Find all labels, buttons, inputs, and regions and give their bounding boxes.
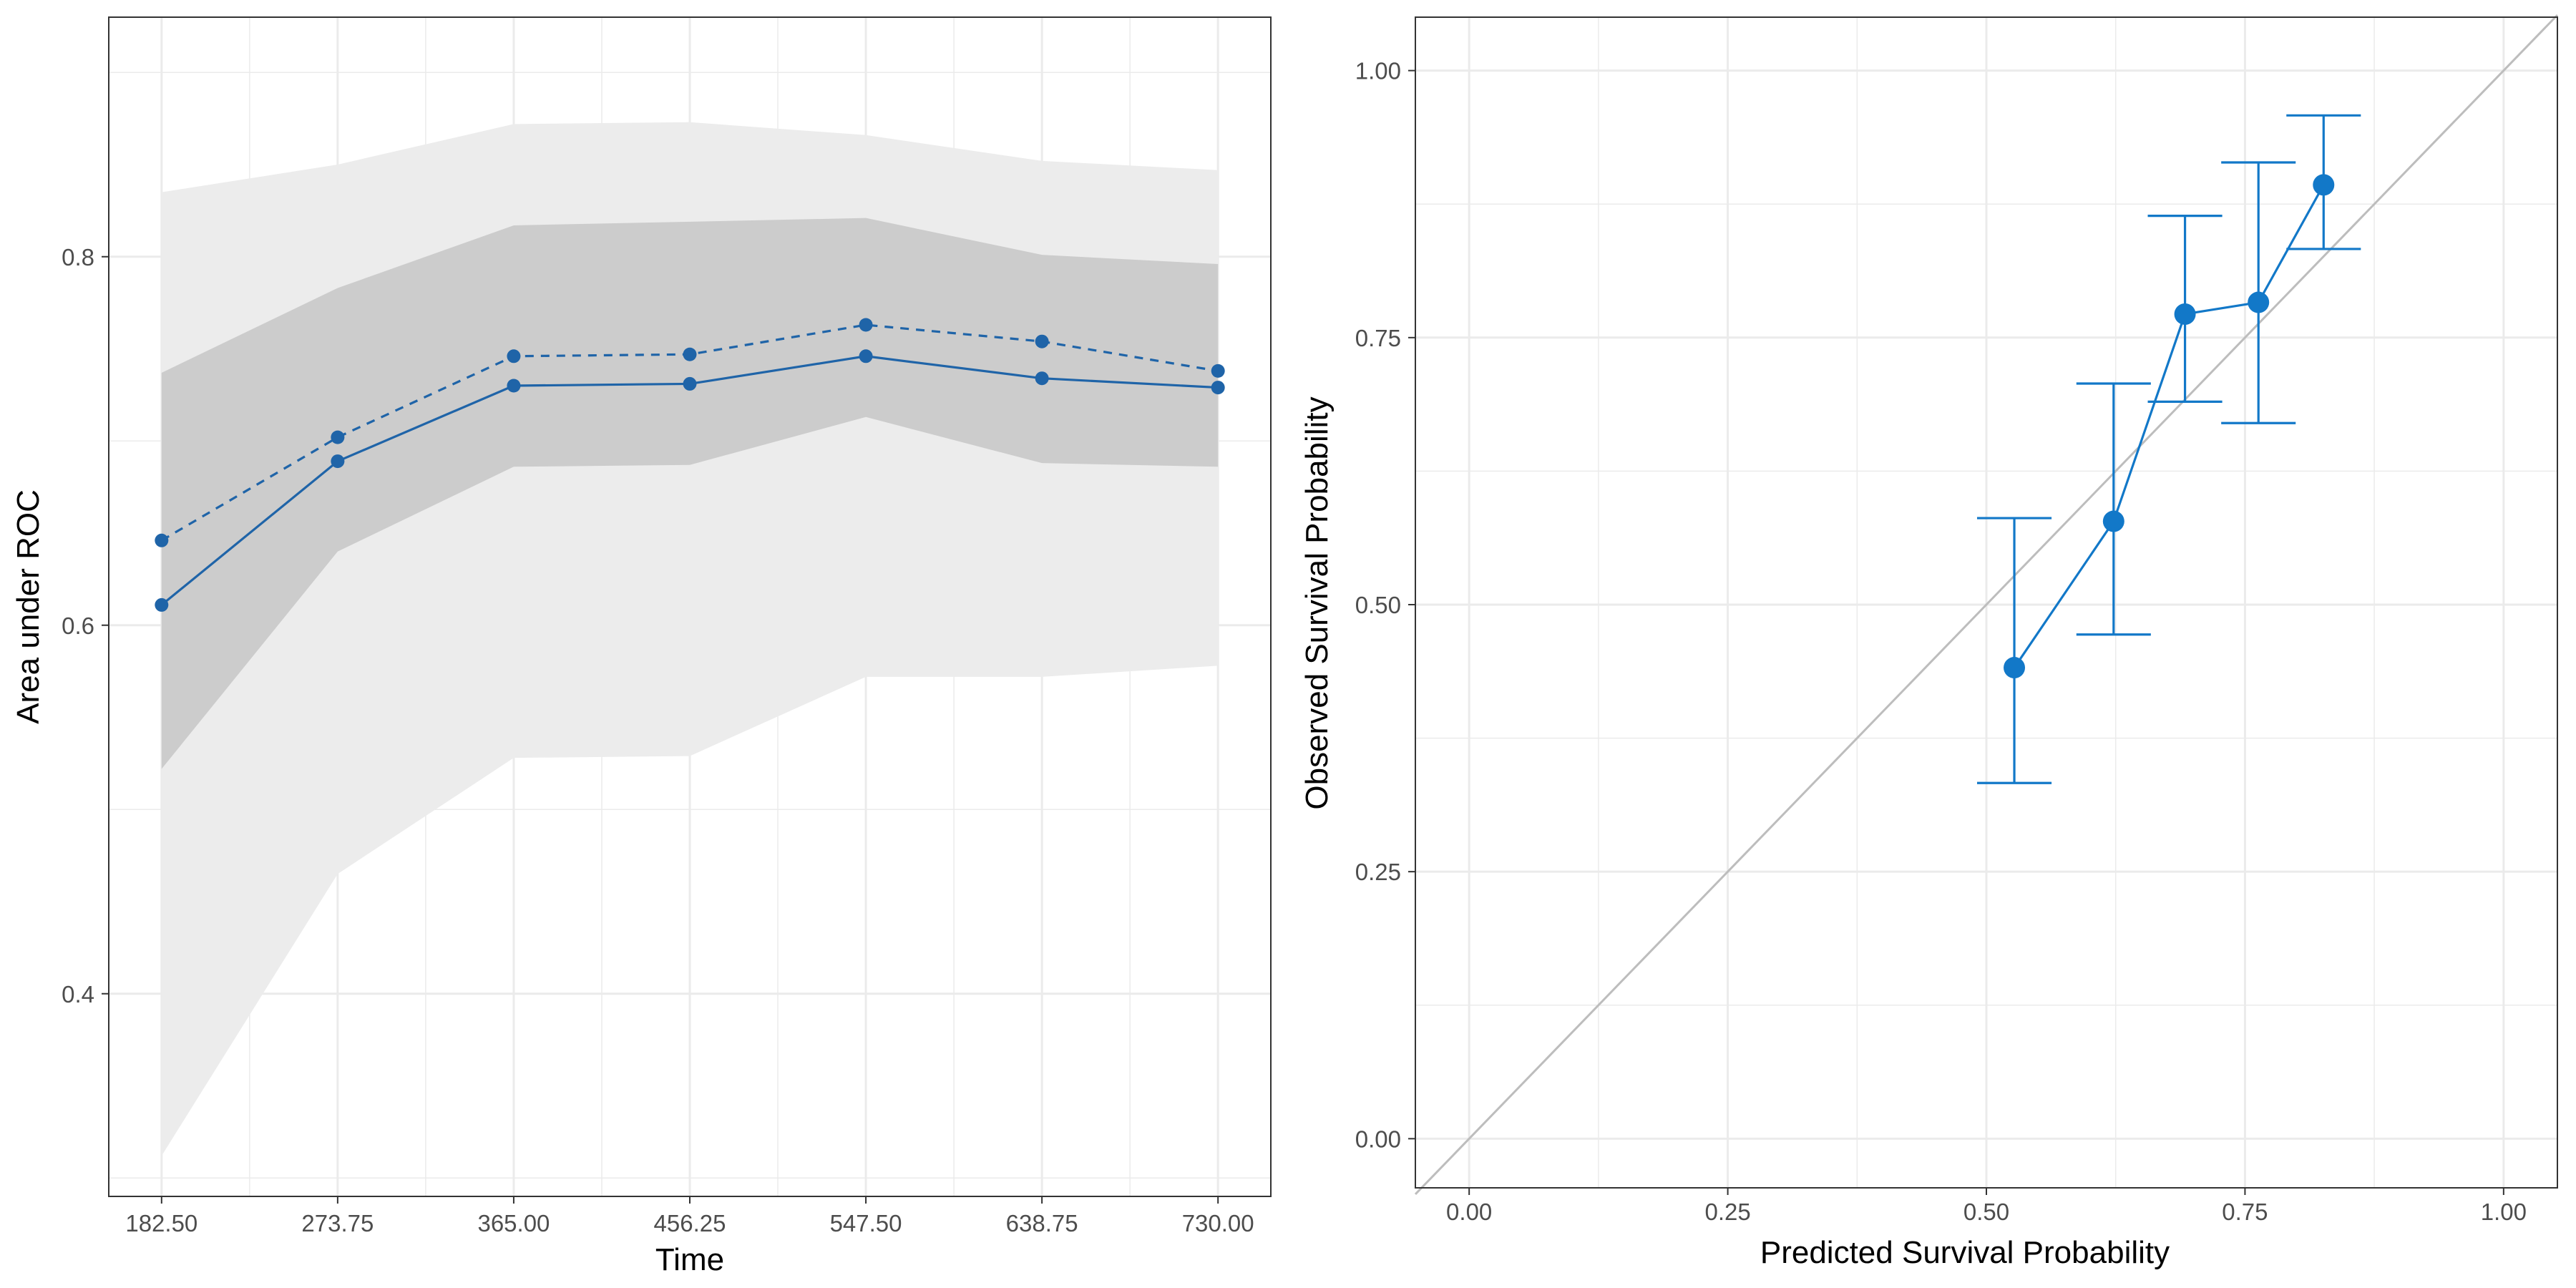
auc-bands — [161, 122, 1219, 1156]
calibration-x-tick-label: 1.00 — [2481, 1199, 2527, 1225]
calibration-grid — [1415, 17, 2557, 1188]
auc-point-dashed — [1211, 364, 1225, 378]
auc-point-solid — [155, 597, 169, 612]
auc-point-dashed — [1035, 334, 1049, 348]
calibration-point — [2174, 303, 2196, 325]
calibration-x-tick-label: 0.25 — [1704, 1199, 1750, 1225]
auc-point-solid — [507, 379, 521, 393]
auc-y-axis-title: Area under ROC — [11, 489, 46, 724]
auc-point-solid — [1035, 371, 1049, 386]
auc-x-tick-label: 182.50 — [125, 1210, 197, 1236]
calibration-point — [2004, 657, 2026, 679]
auc-y-tick-label: 0.8 — [62, 244, 94, 270]
calibration-y-tick-label: 0.25 — [1355, 859, 1401, 885]
calibration-y-axis-title: Observed Survival Probability — [1299, 396, 1335, 809]
auc-point-solid — [683, 376, 697, 391]
calibration-y-tick-label: 0.50 — [1355, 592, 1401, 618]
calibration-error-bar — [2076, 382, 2151, 636]
calibration-axis: 0.00 0.25 0.50 0.75 1.00 0.00 0.25 0.50 0.75 1.00 — [1355, 58, 2527, 1225]
auc-inner-band — [161, 218, 1219, 769]
calibration-series — [1976, 114, 2361, 784]
auc-point-dashed — [331, 430, 345, 444]
auc-series — [155, 318, 1225, 612]
calibration-point — [2248, 291, 2270, 313]
auc-x-tick-label: 547.50 — [830, 1210, 902, 1236]
calibration-error-bar — [1976, 517, 2052, 784]
auc-panel: 182.50 273.75 365.00 456.25 547.50 638.75 730.… — [11, 16, 1272, 1277]
calibration-point — [2102, 510, 2124, 532]
calibration-y-tick-label: 0.75 — [1355, 325, 1401, 351]
calibration-point — [2313, 174, 2335, 196]
auc-x-tick-label: 730.00 — [1182, 1210, 1254, 1236]
auc-point-dashed — [683, 347, 697, 361]
auc-x-axis-title: Time — [655, 1242, 724, 1277]
auc-point-dashed — [155, 533, 169, 547]
auc-y-tick-label: 0.6 — [62, 613, 94, 639]
auc-point-solid — [1211, 381, 1225, 395]
calibration-x-tick-label: 0.75 — [2222, 1199, 2268, 1225]
calibration-panel: 0.00 0.25 0.50 0.75 1.00 0.00 0.25 0.50 0.75 1.00… — [1299, 14, 2559, 1270]
auc-x-tick-label: 273.75 — [301, 1210, 374, 1236]
auc-x-tick-label: 365.00 — [477, 1210, 550, 1236]
auc-point-solid — [859, 349, 873, 364]
auc-y-tick-label: 0.4 — [62, 981, 94, 1008]
calibration-y-tick-label: 1.00 — [1355, 58, 1401, 84]
auc-point-dashed — [507, 349, 521, 364]
auc-x-tick-label: 638.75 — [1006, 1210, 1078, 1236]
auc-axis: 182.50 273.75 365.00 456.25 547.50 638.75 730.… — [62, 244, 1254, 1236]
calibration-x-tick-label: 0.50 — [1963, 1199, 2009, 1225]
calibration-reference-line — [1414, 14, 2559, 1195]
calibration-reference — [1414, 14, 2559, 1195]
auc-x-tick-label: 456.25 — [654, 1210, 726, 1236]
auc-point-dashed — [859, 318, 873, 332]
calibration-x-axis-title: Predicted Survival Probability — [1760, 1235, 2170, 1270]
calibration-x-tick-label: 0.00 — [1446, 1199, 1492, 1225]
calibration-y-tick-label: 0.00 — [1355, 1126, 1401, 1152]
auc-point-solid — [331, 454, 345, 469]
